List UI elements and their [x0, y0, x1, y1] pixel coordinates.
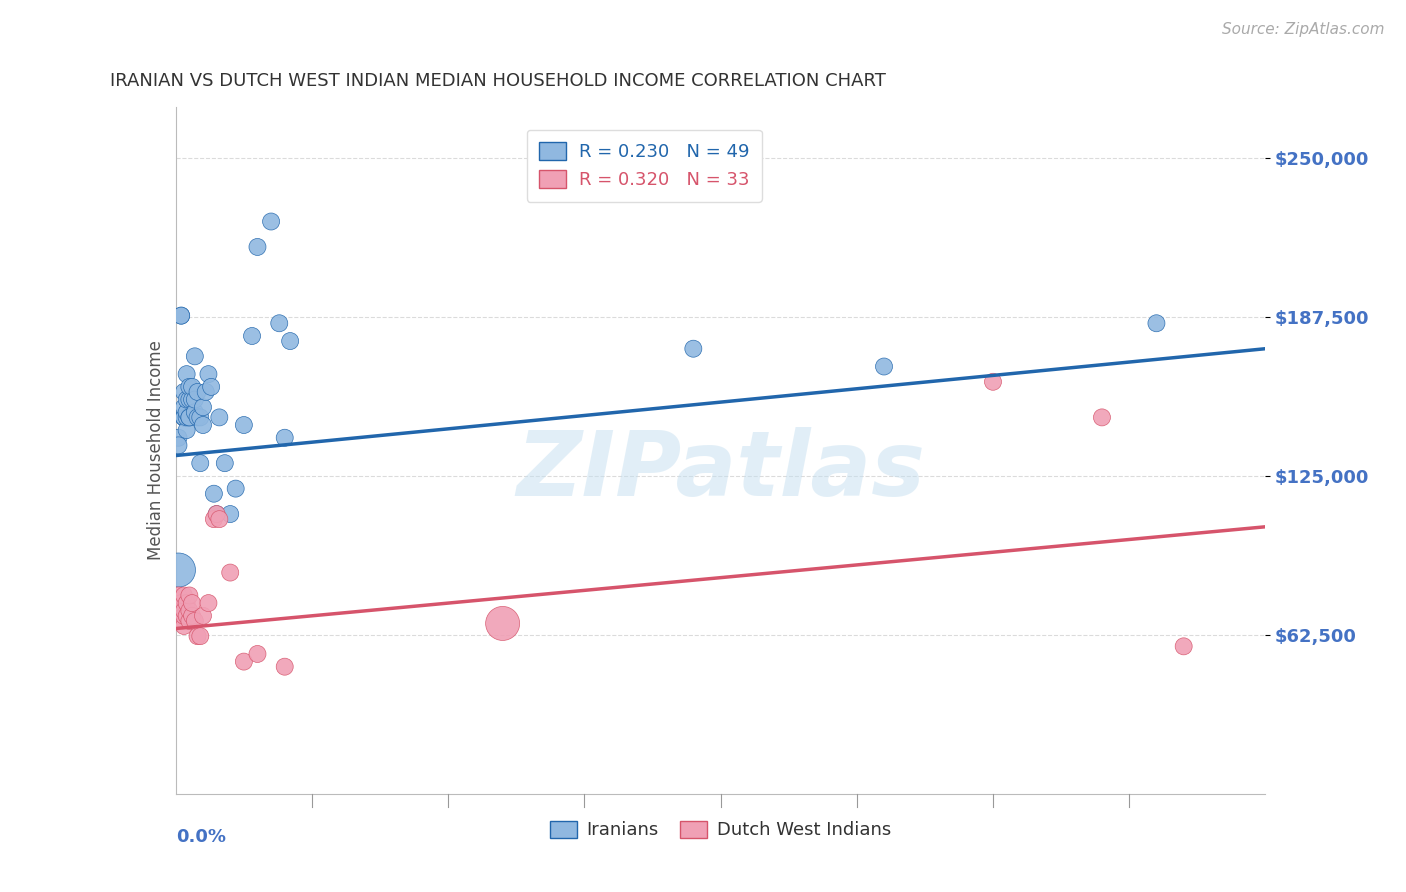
Point [173, 401, 195, 415]
Point [219, 507, 242, 521]
Point [167, 438, 190, 452]
Point [240, 329, 263, 343]
Point [260, 214, 283, 228]
Point [197, 367, 219, 381]
Point [208, 512, 231, 526]
Point [246, 647, 269, 661]
Point [208, 410, 231, 425]
Point [167, 604, 190, 618]
Point [176, 405, 198, 419]
Point [179, 380, 201, 394]
Legend: Iranians, Dutch West Indians: Iranians, Dutch West Indians [543, 814, 898, 847]
Point [184, 349, 207, 363]
Text: 0.0%: 0.0% [176, 828, 226, 846]
Point [170, 614, 193, 628]
Point [225, 482, 247, 496]
Point [278, 334, 301, 348]
Point [246, 240, 269, 254]
Point [1173, 640, 1195, 654]
Point [184, 614, 207, 628]
Point [179, 410, 201, 425]
Point [173, 619, 195, 633]
Point [188, 629, 211, 643]
Point [176, 410, 198, 425]
Point [200, 380, 222, 394]
Point [191, 401, 214, 415]
Y-axis label: Median Household Income: Median Household Income [146, 341, 165, 560]
Point [173, 410, 195, 425]
Point [269, 316, 291, 330]
Text: IRANIAN VS DUTCH WEST INDIAN MEDIAN HOUSEHOLD INCOME CORRELATION CHART: IRANIAN VS DUTCH WEST INDIAN MEDIAN HOUS… [110, 72, 886, 90]
Point [194, 384, 217, 399]
Point [173, 604, 195, 618]
Point [176, 608, 198, 623]
Point [176, 596, 198, 610]
Point [170, 309, 193, 323]
Point [170, 309, 193, 323]
Point [179, 604, 201, 618]
Point [205, 507, 228, 521]
Point [191, 417, 214, 432]
Point [232, 417, 254, 432]
Point [682, 342, 704, 356]
Point [219, 566, 242, 580]
Point [184, 405, 207, 419]
Point [179, 410, 201, 425]
Point [176, 423, 198, 437]
Point [184, 392, 207, 407]
Point [873, 359, 896, 374]
Point [1144, 316, 1167, 330]
Text: ZIPatlas: ZIPatlas [516, 427, 925, 515]
Point [205, 507, 228, 521]
Point [181, 392, 204, 407]
Point [179, 589, 201, 603]
Point [202, 486, 225, 500]
Point [981, 375, 1004, 389]
Point [173, 384, 195, 399]
Point [186, 410, 209, 425]
Point [176, 392, 198, 407]
Point [179, 614, 201, 628]
Point [176, 367, 198, 381]
Point [232, 655, 254, 669]
Point [167, 608, 190, 623]
Point [214, 456, 236, 470]
Point [274, 659, 297, 673]
Point [188, 410, 211, 425]
Point [173, 608, 195, 623]
Point [173, 410, 195, 425]
Point [202, 512, 225, 526]
Point [173, 589, 195, 603]
Text: Source: ZipAtlas.com: Source: ZipAtlas.com [1222, 22, 1385, 37]
Point [492, 616, 515, 631]
Point [167, 589, 190, 603]
Point [1091, 410, 1114, 425]
Point [179, 392, 201, 407]
Point [181, 380, 204, 394]
Point [170, 596, 193, 610]
Point [188, 456, 211, 470]
Point [186, 384, 209, 399]
Point [167, 563, 190, 577]
Point [186, 629, 209, 643]
Point [191, 608, 214, 623]
Point [197, 596, 219, 610]
Point [181, 596, 204, 610]
Point [181, 608, 204, 623]
Point [170, 604, 193, 618]
Point [167, 431, 190, 445]
Point [173, 410, 195, 425]
Point [274, 431, 297, 445]
